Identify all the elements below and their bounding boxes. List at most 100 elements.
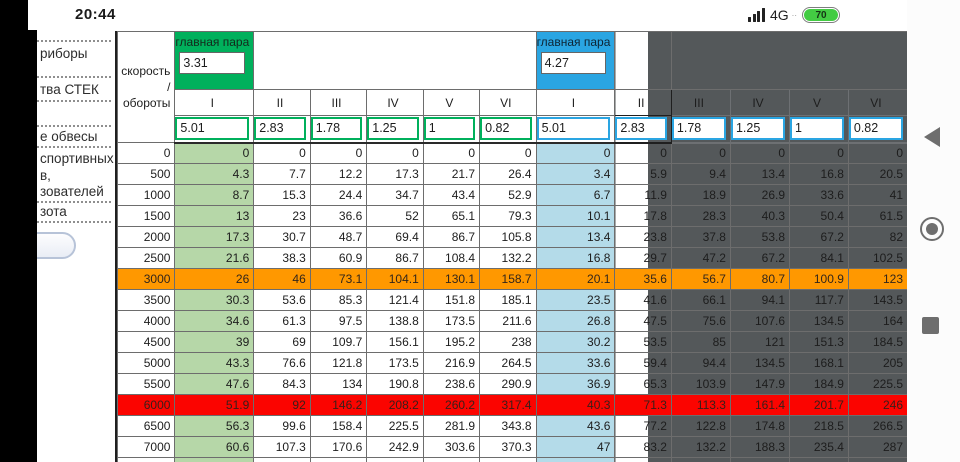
rpm-cell: 6500 bbox=[117, 415, 176, 437]
table-row: 3000 26 46 73.1 104.1 130.1 158.7 20.1 35.6 56.7 8… bbox=[117, 268, 908, 290]
speed-cell: 85 bbox=[670, 331, 731, 353]
speed-cell: 113.3 bbox=[670, 394, 731, 416]
speed-cell: 30.2 bbox=[535, 331, 616, 353]
speed-cell: 3.4 bbox=[535, 163, 616, 185]
home-icon[interactable] bbox=[920, 217, 944, 241]
gear-header: V bbox=[789, 89, 849, 116]
speed-cell: 235.4 bbox=[789, 436, 849, 458]
speed-cell: 143.5 bbox=[847, 289, 908, 311]
speed-cell: 84.3 bbox=[253, 373, 311, 395]
gear-ratio-input[interactable]: 5.01 bbox=[175, 117, 250, 141]
speed-cell: 0 bbox=[789, 142, 849, 164]
table-row: 5.01 2.83 1.78 1.25 1 0.82 5.01 2.83 1.78 1.25 1 0.… bbox=[118, 115, 908, 144]
signal-strength-icon bbox=[748, 8, 765, 22]
speed-cell: 147.9 bbox=[729, 373, 791, 395]
speed-cell: 0 bbox=[309, 142, 368, 164]
speed-cell: 43.4 bbox=[422, 184, 481, 206]
speed-cell: 29.7 bbox=[614, 247, 672, 269]
speed-cell: 26.8 bbox=[535, 310, 616, 332]
rpm-cell: 4500 bbox=[117, 331, 176, 353]
speed-cell: 21.6 bbox=[174, 247, 255, 269]
speed-cell: 13.4 bbox=[535, 226, 616, 248]
speed-cell: 50.4 bbox=[789, 205, 849, 227]
divider bbox=[37, 146, 111, 148]
gear-ratio-input[interactable]: 0.82 bbox=[849, 117, 903, 141]
speed-cell: 69.4 bbox=[366, 226, 424, 248]
gear-ratio-input[interactable]: 0.82 bbox=[480, 117, 532, 141]
gear-header: II bbox=[614, 89, 672, 116]
rpm-cell: 5000 bbox=[117, 352, 176, 374]
gear-ratio-input[interactable]: 1.25 bbox=[367, 117, 419, 141]
speed-cell: 52.9 bbox=[479, 184, 537, 206]
table-row: скорость / обороты главная пара 3.31 главная … bbox=[117, 31, 908, 143]
speed-cell: 17.8 bbox=[614, 205, 672, 227]
speed-cell: 225.5 bbox=[847, 373, 908, 395]
gear-ratio-input[interactable]: 1 bbox=[790, 117, 844, 141]
speed-cell: 0 bbox=[253, 142, 311, 164]
speed-cell: 303.6 bbox=[422, 436, 481, 458]
speed-cell: 158.7 bbox=[479, 268, 537, 290]
speed-cell: 134.5 bbox=[729, 352, 791, 374]
speed-cell: 138.8 bbox=[366, 310, 424, 332]
speed-cell bbox=[535, 457, 616, 462]
speed-cell: 156.1 bbox=[366, 331, 424, 353]
speed-cell: 83.2 bbox=[614, 436, 672, 458]
sidebar-item[interactable]: тва СТЕК bbox=[40, 82, 99, 97]
divider bbox=[37, 221, 111, 223]
gear-header: IV bbox=[729, 89, 791, 116]
speed-cell: 16.8 bbox=[535, 247, 616, 269]
speed-cell: 10.1 bbox=[535, 205, 616, 227]
speed-cell: 134.5 bbox=[789, 310, 849, 332]
back-icon[interactable] bbox=[924, 127, 940, 147]
speed-cell: 60.9 bbox=[309, 247, 368, 269]
gear-ratio-cell: 5.01 bbox=[174, 115, 255, 144]
speed-cell: 7.7 bbox=[253, 163, 311, 185]
speed-cell: 47.6 bbox=[174, 373, 255, 395]
gear-header: III bbox=[309, 89, 368, 116]
speed-cell: 6.7 bbox=[535, 184, 616, 206]
gear-ratio-cell: 2.83 bbox=[253, 115, 311, 144]
gear-ratio-input[interactable]: 1.25 bbox=[731, 117, 786, 141]
speed-cell: 168.1 bbox=[789, 352, 849, 374]
network-type-label: 4G bbox=[769, 7, 789, 23]
sidebar-item[interactable]: риборы bbox=[40, 46, 88, 61]
header-spacer bbox=[614, 31, 672, 90]
main-pair-value-input[interactable]: 4.27 bbox=[540, 52, 607, 74]
recents-icon[interactable] bbox=[922, 317, 939, 334]
battery-icon: 70 bbox=[802, 7, 840, 23]
speed-cell: 77.2 bbox=[614, 415, 672, 437]
speed-cell: 73.1 bbox=[309, 268, 368, 290]
table-scroll-area[interactable]: скорость / обороты главная пара 3.31 главная … bbox=[117, 31, 908, 462]
speed-cell: 108.4 bbox=[422, 247, 481, 269]
main-pair-value-input[interactable]: 3.31 bbox=[179, 52, 246, 74]
speed-cell: 121 bbox=[729, 331, 791, 353]
speed-cell: 24.4 bbox=[309, 184, 368, 206]
divider bbox=[37, 76, 111, 78]
battery-level: 70 bbox=[815, 9, 827, 21]
table-row: 5000 43.3 76.6 121.8 173.5 216.9 264.5 33.6 59.4… bbox=[117, 352, 908, 374]
speed-cell: 151.8 bbox=[422, 289, 481, 311]
rpm-cell: 4000 bbox=[117, 310, 176, 332]
speed-cell: 0 bbox=[847, 142, 908, 164]
header-spacer-dark bbox=[670, 31, 908, 90]
sidebar-item[interactable]: спортивных в, зователей bbox=[40, 151, 114, 199]
gear-ratio-input[interactable]: 5.01 bbox=[537, 117, 611, 141]
sidebar-item[interactable]: зота bbox=[40, 204, 67, 219]
speed-cell: 266.5 bbox=[847, 415, 908, 437]
gear-ratio-input[interactable]: 2.83 bbox=[254, 117, 306, 141]
divider bbox=[37, 125, 111, 127]
speed-cell: 82 bbox=[847, 226, 908, 248]
speed-cell: 281.9 bbox=[422, 415, 481, 437]
gear-ratio-input[interactable]: 1.78 bbox=[311, 117, 363, 141]
rpm-cell: 1500 bbox=[117, 205, 176, 227]
speed-cell: 86.7 bbox=[366, 247, 424, 269]
table-row: 6000 51.9 92 146.2 208.2 260.2 317.4 40.3 71.3 11… bbox=[117, 394, 908, 416]
gear-ratio-input[interactable]: 2.83 bbox=[615, 117, 667, 141]
gear-ratio-input[interactable]: 1.78 bbox=[672, 117, 726, 141]
gear-ratio-input[interactable]: 1 bbox=[424, 117, 476, 141]
table-row: 5500 47.6 84.3 134 190.8 238.6 290.9 36.9 65.3 10… bbox=[117, 373, 908, 395]
table-row: 500 4.3 7.7 12.2 17.3 21.7 26.4 3.4 5.9 9.4 13.4 16… bbox=[117, 163, 908, 185]
rpm-cell: 3000 bbox=[117, 268, 176, 290]
speed-cell: 66.1 bbox=[670, 289, 731, 311]
sidebar-item[interactable]: е обвесы bbox=[40, 129, 98, 144]
